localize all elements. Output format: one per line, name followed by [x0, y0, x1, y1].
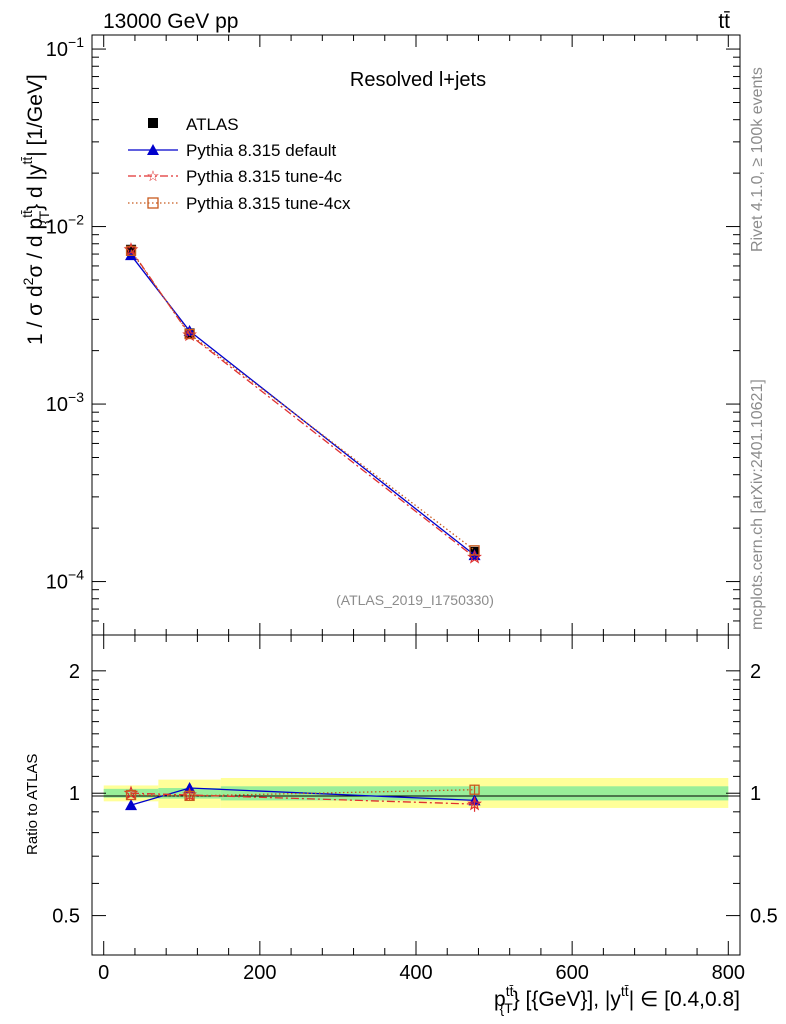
data-point-pythia-8-315-tune-4cx [125, 245, 137, 256]
legend-marker-tune4cx [147, 197, 159, 209]
legend-marker-default [147, 144, 159, 155]
series-line-pythia-8-315-tune-4cx [130, 250, 475, 551]
legend-marker-tune4c: ☆ [146, 167, 159, 185]
data-point-pythia-8-315-default [125, 249, 138, 261]
ratio-panel: 0.5 0.5 1 1 2 2 0 200 400 600 800 Ratio to ATLAS p… [24, 634, 778, 1016]
legend-label-atlas: ATLAS [186, 115, 239, 134]
mcplots-label: mcplots.cern.ch [arXiv:2401.10621] [749, 379, 766, 630]
ratio-line-pythia-8-315-tune-4cx [130, 789, 475, 797]
ratio-x-tick-label: 0 [98, 962, 109, 984]
ratio-y-tick-label: 2 [69, 661, 80, 683]
ratio-uncertainty-bands [103, 778, 729, 808]
analysis-tag: (ATLAS_2019_I1750330) [336, 592, 494, 608]
ratio-y-tick-label-right: 1 [750, 783, 761, 805]
ratio-axis-ticks: 0.5 0.5 1 1 2 2 0 200 400 600 800 [52, 635, 778, 984]
x-axis-label: ptt̄ {T} [{GeV}], |ytt̄| ∈ [0.4,0.8] [494, 983, 740, 1016]
ratio-x-tick-label: 200 [243, 962, 276, 984]
legend-marker-atlas [148, 118, 158, 128]
main-y-tick-label: 10−3 [46, 389, 84, 416]
rivet-version-label: Rivet 4.1.0, ≥ 100k events [749, 67, 766, 252]
ratio-y-tick-label-right: 0.5 [750, 906, 778, 928]
main-y-tick-label: 10−2 [46, 212, 84, 239]
main-panel: 10−1 10−2 10−3 10−4 Resolved l+jets (ATLAS_… [19, 34, 741, 636]
series-line-pythia-8-315-tune-4c [130, 249, 475, 558]
series-line-pythia-8-315-default [130, 254, 476, 556]
legend-item-tune4c: ☆ Pythia 8.315 tune-4c [128, 167, 342, 186]
legend-item-default: Pythia 8.315 default [128, 141, 337, 160]
legend-label-default: Pythia 8.315 default [186, 141, 337, 160]
ratio-y-tick-label: 0.5 [52, 906, 80, 928]
legend-label-tune4c: Pythia 8.315 tune-4c [186, 167, 342, 186]
legend: ATLAS Pythia 8.315 default ☆ Pythia 8.31… [128, 115, 351, 213]
process-label: tt̄ [718, 10, 730, 33]
main-series-layer [123, 242, 482, 564]
ratio-point-pythia-8-315-tune-4cx [184, 790, 195, 802]
plot-title: Resolved l+jets [350, 69, 486, 91]
ratio-x-tick-label: 800 [712, 962, 745, 984]
data-point-pythia-8-315-tune-4cx [184, 328, 195, 340]
ratio-y-tick-label-right: 2 [750, 661, 761, 683]
ratio-x-tick-label: 600 [555, 962, 588, 984]
ratio-point-pythia-8-315-default [125, 799, 138, 811]
legend-item-tune4cx: Pythia 8.315 tune-4cx [128, 194, 351, 213]
ratio-line-pythia-8-315-tune-4c [130, 792, 475, 805]
ratio-x-tick-label: 400 [399, 962, 432, 984]
legend-item-atlas: ATLAS [148, 115, 239, 134]
ratio-y-tick-label: 1 [69, 783, 80, 805]
ratio-plot-frame [91, 634, 741, 956]
ratio-y-axis-label: Ratio to ATLAS [24, 754, 41, 855]
ratio-point-pythia-8-315-tune-4c [467, 796, 482, 811]
main-y-axis-label: 1 / σ d2σ / d ptt̄{T} d |ytt̄| [1/GeV] [19, 74, 52, 345]
legend-label-tune4cx: Pythia 8.315 tune-4cx [186, 194, 351, 213]
ratio-point-pythia-8-315-tune-4cx [125, 789, 137, 801]
main-y-tick-label: 10−1 [46, 34, 84, 61]
data-point-pythia-8-315-tune-4cx [469, 545, 480, 556]
main-y-tick-label: 10−4 [46, 567, 84, 594]
beam-label: 13000 GeV pp [103, 10, 238, 33]
ratio-series-layer [123, 781, 482, 812]
ratio-point-pythia-8-315-tune-4cx [469, 784, 480, 795]
